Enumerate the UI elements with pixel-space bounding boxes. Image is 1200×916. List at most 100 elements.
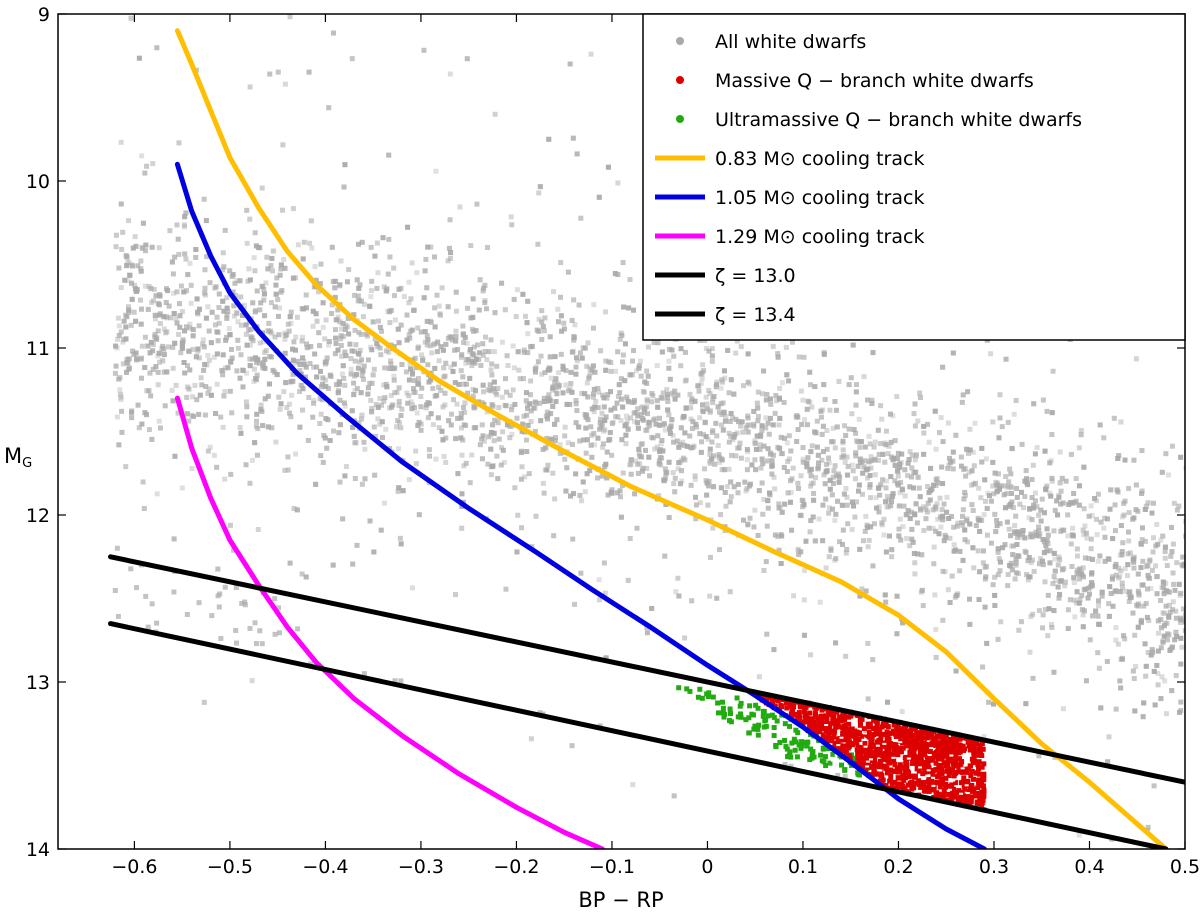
point-all-white-dwarf xyxy=(462,400,468,406)
point-all-white-dwarf xyxy=(368,288,374,294)
point-all-white-dwarf xyxy=(830,474,836,480)
point-all-white-dwarf xyxy=(676,444,682,450)
point-all-white-dwarf xyxy=(826,510,832,516)
point-all-white-dwarf xyxy=(1061,527,1067,533)
point-all-white-dwarf xyxy=(1057,557,1063,563)
point-all-white-dwarf xyxy=(537,400,543,406)
point-all-white-dwarf xyxy=(186,418,192,424)
point-all-white-dwarf xyxy=(257,340,263,346)
point-all-white-dwarf xyxy=(323,416,329,422)
point-all-white-dwarf xyxy=(609,452,615,458)
point-all-white-dwarf xyxy=(153,336,159,342)
point-all-white-dwarf xyxy=(593,369,599,375)
point-all-white-dwarf xyxy=(861,464,867,470)
point-all-white-dwarf xyxy=(1173,673,1179,679)
point-all-white-dwarf xyxy=(603,309,609,315)
point-all-white-dwarf xyxy=(412,390,418,396)
point-all-white-dwarf xyxy=(976,517,982,523)
point-all-white-dwarf xyxy=(823,496,829,502)
point-all-white-dwarf xyxy=(294,314,300,320)
point-all-white-dwarf xyxy=(581,437,587,443)
point-all-white-dwarf xyxy=(350,424,356,430)
point-all-white-dwarf xyxy=(507,435,513,441)
point-all-white-dwarf xyxy=(595,475,601,481)
point-all-white-dwarf xyxy=(972,480,978,486)
point-all-white-dwarf xyxy=(163,330,169,336)
point-all-white-dwarf xyxy=(749,462,755,468)
point-all-white-dwarf xyxy=(925,484,931,490)
point-all-white-dwarf xyxy=(609,487,615,493)
point-all-white-dwarf xyxy=(1058,501,1064,507)
point-all-white-dwarf xyxy=(276,332,282,338)
point-all-white-dwarf xyxy=(702,419,708,425)
point-all-white-dwarf xyxy=(865,696,871,702)
point-all-white-dwarf xyxy=(996,556,1002,562)
point-all-white-dwarf xyxy=(340,320,346,326)
point-all-white-dwarf xyxy=(950,458,956,464)
point-all-white-dwarf xyxy=(424,342,430,348)
point-all-white-dwarf xyxy=(188,282,194,288)
point-all-white-dwarf xyxy=(750,421,756,427)
point-all-white-dwarf xyxy=(1019,441,1025,447)
point-all-white-dwarf xyxy=(837,474,843,480)
point-all-white-dwarf xyxy=(538,418,544,424)
point-all-white-dwarf xyxy=(387,320,393,326)
point-all-white-dwarf xyxy=(1128,594,1134,600)
point-all-white-dwarf xyxy=(229,410,235,416)
point-all-white-dwarf xyxy=(445,258,451,264)
point-all-white-dwarf xyxy=(1015,529,1021,535)
point-all-white-dwarf xyxy=(538,353,544,359)
point-all-white-dwarf xyxy=(308,218,314,224)
point-all-white-dwarf xyxy=(1043,543,1049,549)
point-all-white-dwarf xyxy=(363,331,369,337)
point-all-white-dwarf xyxy=(811,497,817,503)
point-all-white-dwarf xyxy=(1106,601,1112,607)
point-all-white-dwarf xyxy=(323,317,329,323)
point-all-white-dwarf xyxy=(707,451,713,457)
point-all-white-dwarf xyxy=(830,425,836,431)
point-all-white-dwarf xyxy=(1102,558,1108,564)
point-all-white-dwarf xyxy=(779,380,785,386)
point-all-white-dwarf xyxy=(619,437,625,443)
point-all-white-dwarf xyxy=(753,446,759,452)
point-all-white-dwarf xyxy=(220,424,226,430)
point-all-white-dwarf xyxy=(1121,500,1127,506)
point-all-white-dwarf xyxy=(644,630,650,636)
point-all-white-dwarf xyxy=(439,285,445,291)
point-all-white-dwarf xyxy=(174,222,180,228)
point-all-white-dwarf xyxy=(477,442,483,448)
point-all-white-dwarf xyxy=(625,426,631,432)
point-all-white-dwarf xyxy=(342,349,348,355)
point-all-white-dwarf xyxy=(473,425,479,431)
point-all-white-dwarf xyxy=(993,529,999,535)
point-all-white-dwarf xyxy=(174,289,180,295)
point-all-white-dwarf xyxy=(319,397,325,403)
point-all-white-dwarf xyxy=(1059,475,1065,481)
point-all-white-dwarf xyxy=(465,305,471,311)
point-all-white-dwarf xyxy=(332,327,338,333)
point-all-white-dwarf xyxy=(514,415,520,421)
point-all-white-dwarf xyxy=(779,451,785,457)
point-all-white-dwarf xyxy=(918,507,924,513)
point-all-white-dwarf xyxy=(853,402,859,408)
point-all-white-dwarf xyxy=(884,504,890,510)
point-all-white-dwarf xyxy=(273,439,279,445)
point-all-white-dwarf xyxy=(186,418,192,424)
point-all-white-dwarf xyxy=(1155,541,1161,547)
point-all-white-dwarf xyxy=(796,354,802,360)
point-all-white-dwarf xyxy=(1026,555,1032,561)
point-all-white-dwarf xyxy=(783,344,789,350)
point-all-white-dwarf xyxy=(453,289,459,295)
point-all-white-dwarf xyxy=(836,479,842,485)
point-all-white-dwarf xyxy=(1169,644,1175,650)
point-all-white-dwarf xyxy=(1139,541,1145,547)
point-all-white-dwarf xyxy=(270,248,276,254)
point-all-white-dwarf xyxy=(369,380,375,386)
point-all-white-dwarf xyxy=(118,285,124,291)
point-all-white-dwarf xyxy=(1143,503,1149,509)
point-all-white-dwarf xyxy=(633,458,639,464)
point-all-white-dwarf xyxy=(982,564,988,570)
point-all-white-dwarf xyxy=(797,512,803,518)
point-all-white-dwarf xyxy=(312,264,318,270)
point-all-white-dwarf xyxy=(1048,622,1054,628)
